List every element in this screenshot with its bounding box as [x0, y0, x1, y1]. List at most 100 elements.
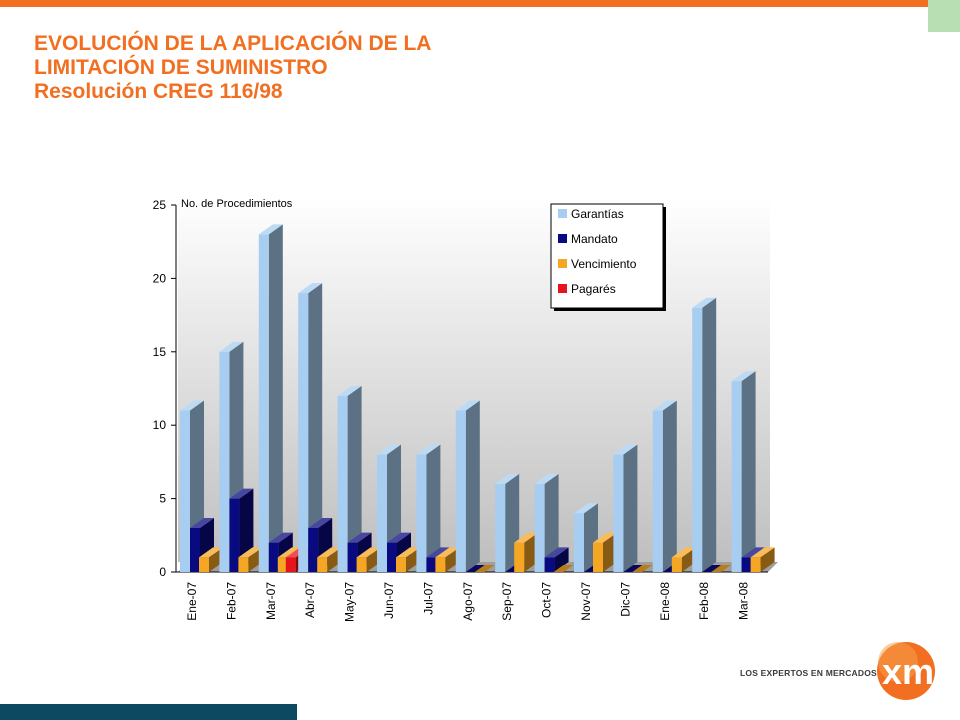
page-title-line2: LIMITACIÓN DE SUMINISTRO: [34, 56, 328, 79]
bar-garantías-feb-08-top: [692, 297, 717, 308]
bar-garantías-ene-07-front: [180, 410, 190, 572]
bar-vencimiento-ago-07-flat: [474, 565, 495, 572]
bar-garantías-may-07-front: [337, 395, 348, 572]
bar-mandato-mar-07-top: [268, 532, 293, 543]
legend-entry: Pagarés: [571, 282, 616, 296]
bar-vencimiento-mar-08-side: [760, 547, 775, 572]
bar-garantías-ene-08-top: [652, 400, 677, 411]
bar-vencimiento-sep-07-front: [514, 542, 525, 572]
bar-garantías-oct-07-side: [544, 473, 559, 572]
bar-vencimiento-abr-07-top: [317, 547, 342, 558]
bar-garantías-may-07-side: [347, 385, 362, 572]
bar-garantías-mar-07-top: [258, 224, 283, 235]
bar-mandato-abr-07-top: [308, 517, 333, 528]
bar-garantías-dic-07: [613, 444, 638, 572]
x-tick-label: Ago-07: [461, 582, 475, 621]
legend-entry: Garantías: [571, 207, 624, 221]
legend-swatch: [558, 259, 567, 268]
legend-swatch: [558, 209, 567, 218]
page-title-line1: EVOLUCIÓN DE LA APLICACIÓN DE LA: [34, 32, 432, 55]
bar-mandato-jun-07-front: [387, 542, 397, 572]
x-tick-label: Feb-07: [224, 582, 238, 620]
bar-garantías-feb-08-front: [692, 307, 703, 572]
bar-garantías-feb-08-side: [702, 297, 717, 572]
bar-vencimiento-feb-08-flat: [711, 565, 731, 572]
bar-vencimiento-ene-07-front: [199, 557, 209, 572]
bar-vencimiento-jun-07-front: [396, 557, 406, 572]
bar-mandato-mar-08-top: [741, 547, 766, 558]
bar-garantías-sep-07-front: [495, 483, 506, 572]
bar-vencimiento-ene-08-top: [671, 547, 696, 558]
bar-mandato-ago-07-flat: [465, 565, 486, 572]
y-tick-label: 10: [153, 418, 167, 432]
bar-garantías-mar-07-front: [258, 234, 269, 573]
y-tick-label: 20: [153, 271, 167, 285]
bar-garantías-ene-08-front: [652, 410, 663, 572]
bar-mandato-oct-07-top: [544, 547, 569, 558]
x-tick-label: Mar-08: [737, 582, 751, 620]
bar-garantías-ago-07-side: [465, 400, 480, 572]
bar-mandato-feb-08-flat: [702, 565, 722, 572]
bar-vencimiento-ene-07-top: [199, 547, 223, 558]
bar-garantías-nov-07-top: [574, 503, 598, 514]
legend-box: [550, 203, 664, 309]
bar-pagarés-mar-07-front: [285, 557, 296, 572]
bar-vencimiento-mar-08: [750, 547, 775, 572]
corner-square: [928, 0, 960, 32]
bar-garantías-ago-07-top: [455, 400, 480, 411]
x-tick-label: Oct-07: [540, 582, 554, 618]
bar-mandato-mar-08-front: [741, 557, 752, 572]
bar-garantías-sep-07-top: [495, 473, 520, 484]
bar-garantías-abr-07-top: [298, 283, 323, 294]
bar-garantías-ene-08: [652, 400, 677, 572]
x-tick-label: Ene-08: [658, 582, 672, 621]
bar-mandato-oct-07-side: [554, 547, 569, 572]
footer-bar: [0, 704, 297, 720]
x-tick-label: Sep-07: [500, 582, 514, 621]
bar-garantías-feb-08: [692, 297, 717, 572]
bar-mandato-may-07-top: [347, 532, 372, 543]
bar-garantías-abr-07: [298, 283, 323, 572]
bar-garantías-may-07: [337, 385, 362, 572]
title-block: EVOLUCIÓN DE LA APLICACIÓN DE LA LIMITAC…: [34, 32, 431, 104]
bar-garantías-nov-07-front: [574, 513, 584, 572]
bar-garantías-jul-07-top: [416, 444, 441, 455]
legend: Garantías Mandato Vencimiento Pagarés: [550, 203, 666, 311]
bar-vencimiento-abr-07-front: [317, 557, 328, 572]
bar-garantías-oct-07-top: [534, 473, 559, 484]
bar-garantías-mar-07-side: [268, 224, 283, 573]
bar-garantías-feb-07-top: [219, 341, 244, 352]
bar-vencimiento-jun-07-top: [396, 547, 420, 558]
bar-mandato-jul-07-top: [426, 547, 451, 558]
bar-garantías-abr-07-side: [308, 283, 323, 572]
bar-vencimiento-ene-08-front: [671, 557, 682, 572]
logo-tagline: LOS EXPERTOS EN MERCADOS: [740, 668, 877, 678]
bar-garantías-mar-08-top: [731, 371, 756, 382]
bar-vencimiento-dic-07-flat: [632, 565, 653, 572]
bar-garantías-dic-07-front: [613, 454, 624, 572]
xm-logo-mark-icon: xm: [877, 642, 935, 700]
bar-vencimiento-may-07-top: [356, 547, 381, 558]
page-subtitle: Resolución CREG 116/98: [34, 80, 283, 103]
bar-garantías-jun-07-top: [377, 444, 401, 455]
bar-mandato-jul-07-front: [426, 557, 437, 572]
bar-garantías-oct-07: [534, 473, 559, 572]
bar-garantías-ago-07-front: [455, 410, 466, 572]
bar-garantías-feb-07-front: [219, 351, 230, 572]
bar-garantías-mar-08: [731, 371, 756, 572]
bar-garantías-mar-08-side: [741, 371, 756, 572]
top-accent-bar: [0, 0, 960, 7]
x-tick-label: May-07: [343, 582, 357, 622]
bar-vencimiento-mar-07-front: [277, 557, 288, 572]
x-tick-label: Feb-08: [697, 582, 711, 620]
xm-logo: LOS EXPERTOS EN MERCADOS xm: [740, 640, 940, 700]
legend-swatch: [558, 284, 567, 293]
bar-garantías-mar-07: [258, 224, 283, 573]
bar-mandato-oct-07: [544, 547, 569, 572]
x-tick-label: Nov-07: [579, 582, 593, 621]
bar-vencimiento-jul-07-top: [435, 547, 460, 558]
bar-mandato-oct-07-front: [544, 557, 555, 572]
bar-garantías-oct-07-front: [534, 483, 545, 572]
x-tick-label: Ene-07: [185, 582, 199, 621]
bar-vencimiento-nov-07-front: [593, 542, 603, 572]
